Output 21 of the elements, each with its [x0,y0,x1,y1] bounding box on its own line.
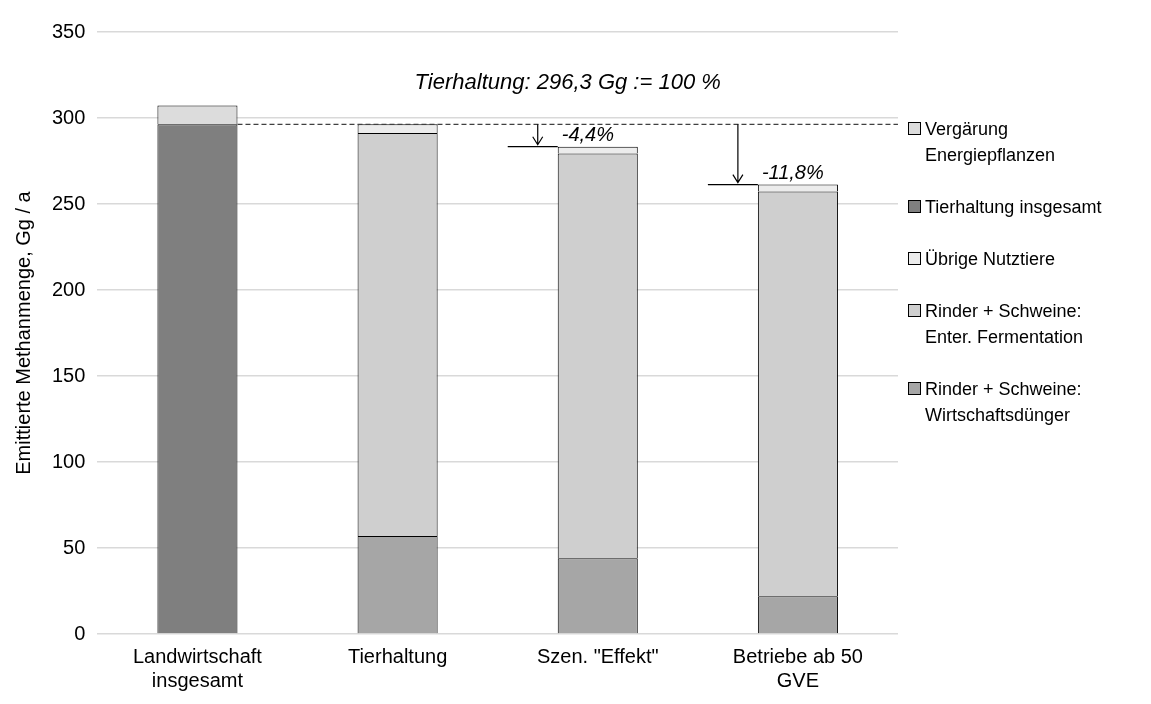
y-tick-label: 250 [51,191,86,214]
y-tick-label: 50 [63,535,86,558]
y-axis-title: Emittierte Methanmenge, Gg / a [11,190,34,475]
y-tick-label: 0 [74,621,86,644]
annotation: -4,4% [561,123,614,146]
legend-label: Tierhaltung insgesamt [925,196,1102,219]
legend-label: Vergärung Energiepflanzen [925,118,1057,167]
x-tick-label: Tierhaltung [347,644,448,667]
legend-label: Übrige Nutztiere [925,248,1056,271]
legend-label: Rinder + Schweine: Enter. Fermentation [925,300,1085,349]
legend-label: Rinder + Schweine: Wirtschaftsdünger [925,378,1083,427]
y-tick-label: 100 [51,449,86,472]
y-tick-label: 150 [51,363,86,386]
y-tick-label: 350 [51,19,86,42]
x-tick-label: Szen. "Effekt" [536,644,659,667]
annotation: -11,8% [761,161,824,184]
x-tick-label: Landwirtschaft insgesamt [132,644,263,691]
ref-line-label: Tierhaltung: 296,3 Gg := 100 % [414,69,721,95]
y-tick-label: 300 [51,105,86,128]
x-tick-label: Betriebe ab 50 GVE [732,644,863,691]
y-tick-label: 200 [51,277,86,300]
